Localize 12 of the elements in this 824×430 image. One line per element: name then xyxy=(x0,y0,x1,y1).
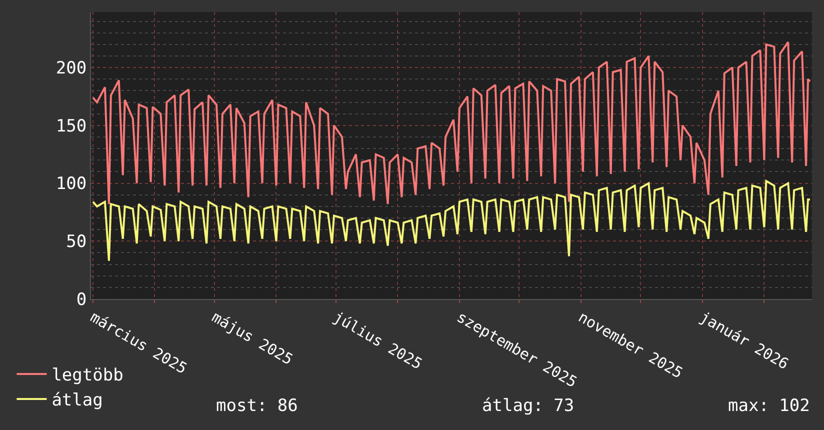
y-tick-label: 150 xyxy=(56,116,87,136)
line-series xyxy=(92,180,812,262)
text: max: 102 xyxy=(728,396,810,416)
line-series xyxy=(92,41,812,206)
y-tick-label: 0 xyxy=(76,290,87,310)
legend-label: átlag xyxy=(52,390,103,411)
y-tick-label: 100 xyxy=(56,174,87,194)
text: most: 86 xyxy=(216,396,298,416)
y-tick-label: 200 xyxy=(56,58,87,78)
legend-label: legtöbb xyxy=(52,366,124,386)
text: átlag: 73 xyxy=(482,396,574,416)
y-tick-label: 50 xyxy=(66,232,87,252)
